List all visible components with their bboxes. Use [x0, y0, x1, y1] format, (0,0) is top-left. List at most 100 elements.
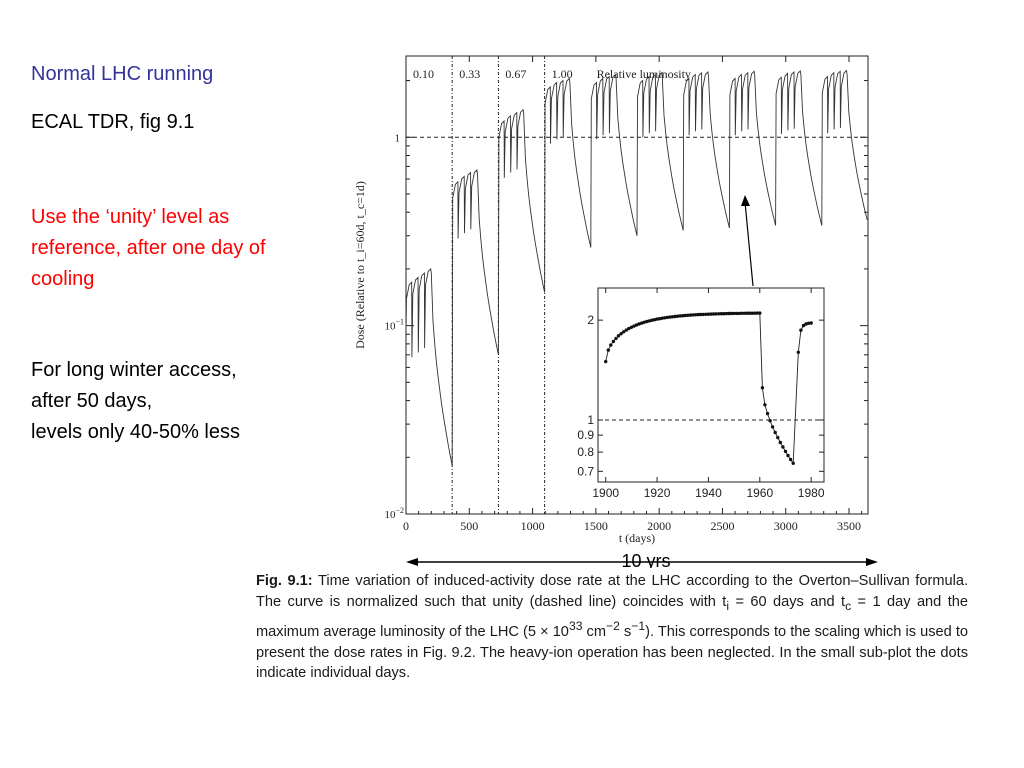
inset-daily-point — [722, 312, 726, 316]
inset-daily-point — [611, 339, 616, 344]
inset-daily-point — [714, 312, 718, 316]
inset-daily-point — [686, 313, 690, 317]
inset-daily-point — [735, 311, 739, 316]
inset-daily-point — [773, 430, 777, 435]
inset-daily-point — [616, 334, 621, 338]
caption-text-6: ). This corresponds to the scaling which… — [256, 623, 969, 682]
ten-year-span-arrow-left — [406, 558, 418, 566]
caption-text-4: cm — [582, 623, 607, 640]
inset-daily-point — [693, 313, 698, 317]
inset-daily-point — [742, 311, 747, 315]
inset-daily-point — [791, 461, 795, 465]
inset-daily-point — [709, 312, 713, 316]
x-tick-label: 1000 — [521, 519, 545, 533]
inset-pointer-line — [744, 201, 754, 287]
inset-daily-point — [699, 312, 703, 317]
main-plot-frame — [405, 55, 869, 515]
inset-y-tick-label: 0.8 — [577, 445, 594, 459]
inset-daily-point — [760, 386, 765, 390]
inset-daily-point — [670, 315, 675, 319]
inset-background — [568, 282, 834, 506]
caption-ti-subscript: i — [726, 598, 730, 613]
inset-daily-point — [606, 348, 610, 352]
caption-text-5: s — [619, 623, 632, 640]
caption-ti-symbol: t — [722, 593, 727, 610]
inset-daily-point — [719, 312, 723, 316]
ten-year-span-label: 10 yrs — [621, 551, 670, 568]
x-tick-label: 3500 — [837, 519, 861, 533]
relative-luminosity-label: 0.67 — [505, 67, 526, 81]
inset-daily-point — [776, 435, 780, 440]
inset-daily-point — [696, 312, 700, 317]
inset-daily-point — [711, 312, 716, 316]
inset-pointer-arrowhead — [741, 195, 750, 206]
inset-x-tick-label: 1980 — [798, 486, 825, 500]
inset-daily-point — [663, 316, 667, 320]
relative-luminosity-legend: Relative luminosity — [597, 67, 691, 81]
inset-daily-point — [750, 311, 754, 315]
inset-daily-point — [801, 323, 806, 328]
caption-label: Fig. 9.1: — [256, 573, 313, 589]
caption-exponent-3: −1 — [631, 619, 646, 634]
ten-year-span-arrow-right — [866, 558, 878, 566]
inset-daily-point — [629, 325, 634, 329]
inset-daily-point — [758, 311, 762, 315]
figure-caption: Fig. 9.1: Time variation of induced-acti… — [256, 571, 968, 684]
inset-daily-point — [624, 328, 628, 332]
y-tick-label-base: 10 — [384, 509, 396, 521]
inset-daily-point — [701, 312, 705, 317]
winter-note-line-3: levels only 40-50% less — [31, 421, 240, 443]
y-tick-label-exponent: −1 — [395, 318, 404, 327]
inset-daily-point — [688, 313, 693, 317]
inset-daily-point — [691, 313, 695, 317]
inset-daily-point — [668, 315, 672, 319]
inset-daily-point — [768, 419, 772, 423]
inset-daily-point — [604, 359, 608, 364]
inset-daily-point — [804, 322, 808, 326]
y-tick-label: 10−1 — [384, 318, 404, 333]
inset-daily-point — [683, 313, 687, 318]
inset-daily-point — [717, 312, 721, 316]
inset-daily-point — [770, 425, 775, 429]
inset-daily-point — [783, 449, 788, 454]
inset-y-tick-label: 1 — [587, 413, 594, 427]
inset-daily-point — [645, 319, 649, 324]
caption-text-2: = 60 days and — [729, 593, 842, 610]
inset-daily-point — [788, 457, 793, 462]
winter-note-line-2: after 50 days, — [31, 390, 153, 412]
winter-note-line-1: For long winter access, — [31, 359, 237, 381]
inset-daily-point — [729, 311, 734, 316]
x-tick-label: 3000 — [774, 519, 798, 533]
inset-daily-point — [753, 311, 757, 315]
inset-daily-point — [796, 350, 800, 354]
inset-daily-point — [765, 411, 770, 416]
inset-x-tick-label: 1960 — [746, 486, 773, 500]
caption-exponent-1: 33 — [568, 619, 583, 634]
y-tick-label: 10−2 — [384, 506, 404, 521]
inset-daily-point — [727, 311, 731, 316]
inset-x-tick-label: 1900 — [592, 486, 619, 500]
relative-luminosity-label: 0.10 — [413, 67, 434, 81]
inset-daily-point — [778, 440, 782, 445]
inset-daily-point — [706, 312, 711, 316]
inset-daily-point — [781, 445, 785, 449]
inset-daily-point — [657, 317, 662, 321]
inset-daily-point — [637, 322, 641, 326]
overlay-annotations: 10 yrs — [406, 195, 878, 568]
inset-daily-point — [809, 321, 813, 325]
inset-daily-point — [619, 332, 623, 336]
inset-daily-point — [609, 343, 613, 347]
inset-daily-point — [763, 403, 767, 407]
y-tick-label-base: 10 — [384, 321, 396, 333]
inset-plot: 1900 1920 1940 1960 1980 2 10.9 0.8 0.7 — [568, 282, 834, 506]
x-axis-label: t (days) — [619, 531, 655, 545]
inset-daily-point — [704, 312, 708, 316]
inset-daily-point — [622, 330, 626, 334]
inset-daily-point — [678, 314, 682, 318]
relative-luminosity-label: 1.00 — [552, 67, 573, 81]
y-tick-label: 1 — [395, 132, 401, 144]
x-tick-label: 2000 — [647, 519, 671, 533]
x-tick-label: 0 — [403, 519, 409, 533]
inset-daily-point — [786, 453, 790, 458]
